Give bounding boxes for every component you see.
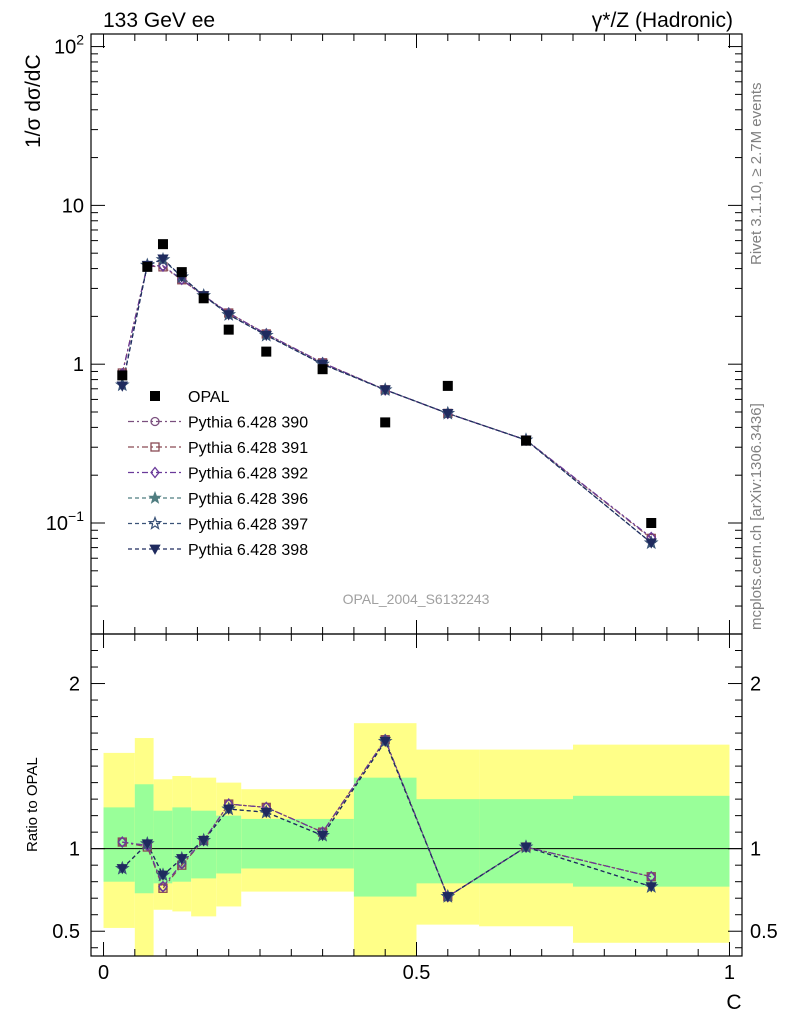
opal-data-point bbox=[176, 267, 187, 278]
legend-marker-1 bbox=[150, 442, 160, 452]
legend: OPAL Pythia 6.428 390 Pythia 6.428 391 Pyth… bbox=[128, 389, 308, 559]
opal-data-point bbox=[317, 364, 328, 375]
main-series-5-point bbox=[223, 310, 235, 321]
inner-band-bin bbox=[216, 815, 242, 874]
ratio-plot-frame bbox=[90, 633, 743, 957]
ratio-series-5-point bbox=[116, 864, 128, 875]
opal-data-point bbox=[223, 324, 234, 335]
legend-opal-label: OPAL bbox=[188, 389, 230, 406]
ratio-series-2-point bbox=[158, 880, 168, 893]
ratio-series-2-point bbox=[117, 836, 128, 849]
opal-data-point bbox=[521, 435, 532, 446]
legend-marker-5 bbox=[149, 544, 161, 555]
main-y-tick-labels: 10−1 1 10 102 bbox=[46, 32, 84, 535]
legend-label-5: Pythia 6.428 398 bbox=[188, 542, 308, 559]
ratio-series-5-point bbox=[442, 892, 454, 903]
legend-marker-0 bbox=[150, 416, 160, 427]
ratio-series-5-point bbox=[316, 831, 329, 842]
opal-data-point bbox=[157, 239, 168, 250]
ratio-y-tick-label-left: 0.5 bbox=[52, 921, 80, 943]
opal-data-point bbox=[261, 346, 272, 357]
legend-marker-2 bbox=[150, 466, 160, 479]
ratio-axis-ticks bbox=[91, 634, 742, 956]
x-tick-label: 0.5 bbox=[403, 962, 431, 984]
watermark: OPAL_2004_S6132243 bbox=[343, 591, 490, 607]
x-axis-label: C bbox=[726, 991, 741, 1014]
main-y-tick-label: 10 bbox=[62, 195, 84, 217]
header-left: 133 GeV ee bbox=[103, 9, 215, 32]
main-axis-ticks bbox=[91, 34, 742, 635]
main-y-tick-label: 1 bbox=[73, 354, 84, 376]
main-y-axis-label: 1/σ dσ/dC bbox=[22, 54, 45, 148]
legend-marker-4 bbox=[147, 515, 163, 530]
ratio-series-5-point bbox=[520, 842, 532, 853]
opal-data-points bbox=[117, 239, 657, 528]
ratio-series-5-point bbox=[379, 736, 391, 748]
x-tick-label: 1 bbox=[724, 962, 735, 984]
uncertainty-bands bbox=[103, 723, 730, 956]
main-series-line-5 bbox=[121, 258, 652, 544]
legend-marker-3 bbox=[148, 490, 162, 504]
ratio-y-tick-label-right: 0.5 bbox=[750, 921, 778, 943]
opal-data-point bbox=[198, 293, 209, 304]
ratio-plot-panel: 0.5 0.51 12 2 0 0.5 1 Ratio to OPAL C bbox=[24, 633, 778, 1014]
ratio-y-tick-labels: 0.5 0.5 1 1 2 2 bbox=[52, 674, 778, 944]
opal-data-point bbox=[646, 517, 657, 528]
main-series-5-point bbox=[157, 254, 169, 265]
ratio-series-5-point bbox=[141, 839, 154, 850]
ratio-series-5-point bbox=[260, 807, 272, 819]
ratio-series-markers bbox=[114, 733, 659, 903]
ratio-series-5-point bbox=[157, 870, 169, 881]
mcplots-label: mcplots.cern.ch [arXiv:1306.3436] bbox=[748, 403, 765, 630]
legend-label-4: Pythia 6.428 397 bbox=[188, 517, 308, 534]
ratio-series-5-point bbox=[645, 882, 657, 893]
opal-data-point bbox=[442, 380, 453, 391]
opal-data-point bbox=[117, 370, 128, 381]
opal-data-point bbox=[142, 261, 153, 272]
main-series-5-point bbox=[645, 538, 657, 549]
main-series-5-point bbox=[260, 330, 272, 342]
main-series-5-point bbox=[116, 381, 128, 392]
legend-label-0: Pythia 6.428 390 bbox=[188, 415, 308, 432]
inner-band-bin bbox=[134, 784, 154, 894]
ratio-series-line-5 bbox=[121, 740, 652, 898]
ratio-series-5-point bbox=[223, 804, 235, 815]
ratio-y-axis-label: Ratio to OPAL bbox=[24, 757, 41, 852]
inner-band-bin bbox=[241, 818, 354, 869]
ratio-y-tick-label-left: 2 bbox=[69, 674, 80, 696]
ratio-y-tick-label-right: 2 bbox=[750, 674, 761, 696]
ratio-series-5-point bbox=[197, 836, 210, 847]
legend-opal-marker bbox=[150, 391, 160, 401]
main-y-tick-label: 10−1 bbox=[46, 508, 84, 535]
x-tick-label: 0 bbox=[98, 962, 109, 984]
inner-band-bin bbox=[353, 777, 417, 897]
header-right: γ*/Z (Hadronic) bbox=[592, 9, 733, 32]
x-tick-labels: 0 0.5 1 bbox=[98, 962, 735, 984]
legend-label-1: Pythia 6.428 391 bbox=[188, 440, 308, 457]
main-series-5-point bbox=[379, 385, 391, 396]
inner-band-bin bbox=[416, 799, 480, 884]
ratio-y-tick-label-right: 1 bbox=[750, 839, 761, 861]
inner-band-bin bbox=[172, 807, 192, 882]
legend-label-3: Pythia 6.428 396 bbox=[188, 491, 308, 508]
main-y-tick-label: 102 bbox=[54, 32, 84, 59]
opal-data-point bbox=[380, 417, 391, 428]
ratio-y-tick-label-left: 1 bbox=[69, 839, 80, 861]
main-series-5-point bbox=[442, 408, 454, 420]
legend-label-2: Pythia 6.428 392 bbox=[188, 466, 308, 483]
ratio-series-5-point bbox=[176, 854, 188, 865]
rivet-label: Rivet 3.1.10, ≥ 2.7M events bbox=[748, 83, 765, 266]
